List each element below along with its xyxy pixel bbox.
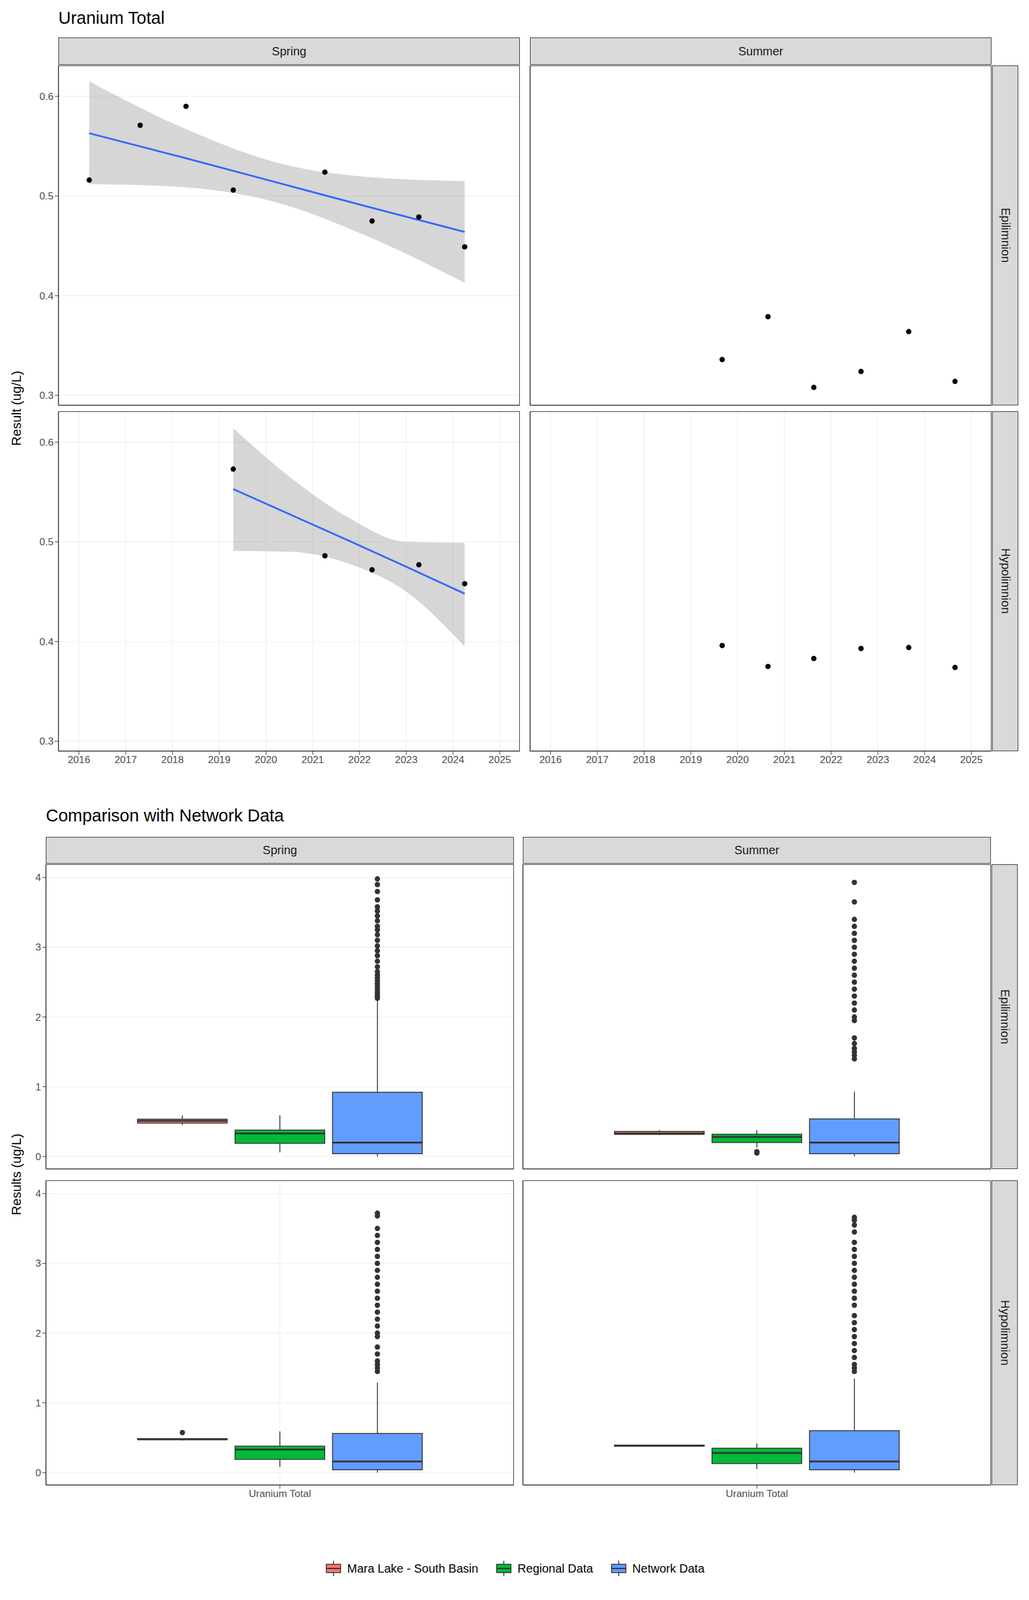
svg-text:2019: 2019 (207, 754, 231, 766)
svg-text:2017: 2017 (585, 754, 609, 766)
svg-text:Uranium Total: Uranium Total (725, 1488, 789, 1501)
svg-text:0.4: 0.4 (39, 636, 54, 648)
html-text:Spring: Spring (271, 44, 307, 58)
svg-text:2022: 2022 (819, 754, 843, 766)
svg-text:0.3: 0.3 (39, 736, 54, 748)
svg-text:3: 3 (35, 1258, 42, 1270)
svg-text:0: 0 (35, 1151, 42, 1163)
html-text:Uranium Total: Uranium Total (58, 8, 165, 28)
html-text:Hypolimnion: Hypolimnion (998, 548, 1013, 615)
svg-text:2020: 2020 (726, 754, 750, 766)
svg-text:2023: 2023 (394, 754, 418, 766)
html-text:Spring: Spring (262, 843, 298, 857)
svg-text:2021: 2021 (772, 754, 796, 766)
html-text:Network Data: Network Data (632, 1562, 705, 1576)
svg-text:4: 4 (35, 1188, 42, 1200)
html-text:Summer: Summer (738, 44, 784, 58)
svg-text:1: 1 (35, 1398, 42, 1410)
svg-text:2021: 2021 (301, 754, 324, 766)
svg-text:2019: 2019 (679, 754, 703, 766)
svg-text:2: 2 (35, 1012, 42, 1024)
svg-text:0.6: 0.6 (39, 91, 54, 103)
html-text:Summer: Summer (734, 843, 780, 857)
svg-text:2025: 2025 (488, 754, 511, 766)
svg-text:2018: 2018 (633, 754, 656, 766)
svg-text:2: 2 (35, 1328, 42, 1340)
html-text:Hypolimnion: Hypolimnion (998, 1300, 1012, 1367)
svg-text:0: 0 (35, 1467, 42, 1480)
svg-text:Uranium Total: Uranium Total (248, 1488, 312, 1501)
svg-text:3: 3 (35, 942, 42, 954)
svg-text:2022: 2022 (348, 754, 371, 766)
svg-text:2020: 2020 (254, 754, 278, 766)
svg-text:2024: 2024 (441, 754, 465, 766)
html-text:Results (ug/L): Results (ug/L) (8, 1134, 24, 1216)
svg-text:1: 1 (35, 1081, 42, 1094)
svg-text:2016: 2016 (67, 754, 91, 766)
html-text:Mara Lake - South Basin: Mara Lake - South Basin (347, 1562, 479, 1576)
svg-text:0.5: 0.5 (39, 536, 54, 548)
svg-text:2017: 2017 (114, 754, 137, 766)
html-text:Regional Data: Regional Data (517, 1562, 594, 1576)
svg-text:2024: 2024 (913, 754, 937, 766)
html-text:Epilimnion: Epilimnion (998, 989, 1012, 1045)
svg-text:2018: 2018 (161, 754, 185, 766)
svg-text:2025: 2025 (959, 754, 983, 766)
svg-text:0.5: 0.5 (39, 190, 54, 202)
svg-text:2023: 2023 (866, 754, 890, 766)
svg-text:0.3: 0.3 (39, 390, 54, 402)
html-text:Comparison with Network Data: Comparison with Network Data (45, 806, 284, 826)
html-text:Result (ug/L): Result (ug/L) (8, 370, 24, 447)
svg-text:2016: 2016 (539, 754, 563, 766)
svg-text:0.4: 0.4 (39, 290, 54, 302)
html-text:Epilimnion: Epilimnion (998, 208, 1013, 263)
svg-text:4: 4 (35, 872, 42, 884)
svg-text:0.6: 0.6 (39, 437, 54, 449)
